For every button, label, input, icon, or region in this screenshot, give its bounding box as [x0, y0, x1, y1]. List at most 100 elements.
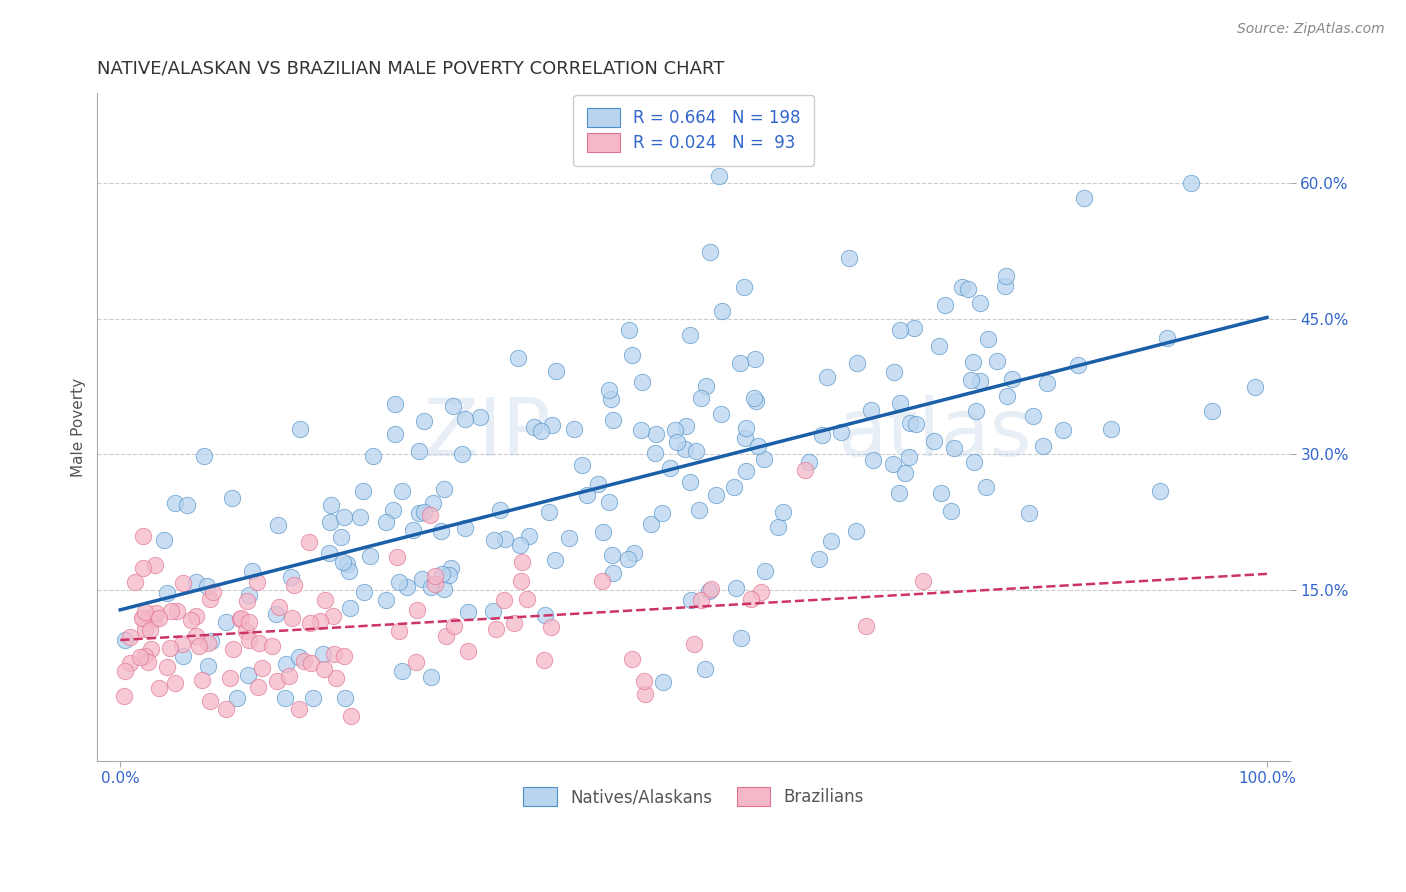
Point	[180, 613, 202, 627]
Point	[114, 633, 136, 648]
Point	[184, 609, 207, 624]
Point	[215, 701, 238, 715]
Point	[391, 483, 413, 498]
Point	[1073, 191, 1095, 205]
Point	[1001, 372, 1024, 386]
Point	[492, 593, 515, 607]
Point	[287, 649, 309, 664]
Point	[264, 607, 287, 622]
Point	[186, 629, 208, 643]
Point	[330, 531, 353, 545]
Point	[337, 564, 360, 578]
Point	[855, 618, 877, 632]
Point	[314, 593, 336, 607]
Point	[1052, 423, 1074, 437]
Point	[633, 673, 655, 688]
Point	[198, 694, 221, 708]
Point	[950, 280, 973, 294]
Point	[540, 620, 562, 634]
Point	[423, 577, 446, 591]
Point	[419, 508, 441, 523]
Point	[744, 351, 766, 366]
Point	[201, 585, 224, 599]
Point	[197, 636, 219, 650]
Point	[231, 611, 253, 625]
Point	[678, 328, 700, 343]
Point	[1022, 409, 1045, 423]
Point	[772, 505, 794, 519]
Point	[321, 498, 343, 512]
Point	[723, 480, 745, 494]
Point	[754, 452, 776, 467]
Point	[602, 413, 624, 427]
Point	[634, 686, 657, 700]
Point	[405, 655, 427, 669]
Point	[740, 591, 762, 606]
Point	[340, 709, 363, 723]
Point	[153, 533, 176, 548]
Point	[411, 572, 433, 586]
Point	[485, 623, 508, 637]
Point	[353, 584, 375, 599]
Point	[811, 428, 834, 442]
Point	[666, 434, 689, 449]
Point	[688, 502, 710, 516]
Point	[681, 593, 703, 607]
Point	[229, 612, 252, 626]
Point	[238, 615, 260, 630]
Point	[267, 600, 290, 615]
Point	[960, 373, 983, 387]
Point	[235, 624, 257, 638]
Point	[685, 443, 707, 458]
Point	[302, 690, 325, 705]
Point	[488, 502, 510, 516]
Point	[221, 642, 243, 657]
Point	[312, 662, 335, 676]
Point	[658, 461, 681, 475]
Point	[193, 449, 215, 463]
Point	[336, 557, 359, 571]
Point	[494, 533, 516, 547]
Point	[439, 561, 461, 575]
Point	[325, 671, 347, 685]
Point	[375, 515, 398, 529]
Point	[939, 504, 962, 518]
Point	[576, 488, 599, 502]
Point	[546, 364, 568, 378]
Point	[963, 455, 986, 469]
Point	[319, 515, 342, 529]
Point	[1156, 331, 1178, 345]
Point	[586, 477, 609, 491]
Point	[928, 338, 950, 352]
Point	[904, 417, 927, 431]
Point	[640, 516, 662, 531]
Point	[1149, 483, 1171, 498]
Point	[172, 637, 194, 651]
Point	[482, 533, 505, 548]
Point	[509, 538, 531, 552]
Point	[236, 593, 259, 607]
Point	[838, 251, 860, 265]
Point	[734, 421, 756, 435]
Point	[240, 565, 263, 579]
Point	[730, 631, 752, 645]
Point	[623, 546, 645, 560]
Point	[131, 611, 153, 625]
Point	[977, 332, 1000, 346]
Point	[159, 640, 181, 655]
Point	[820, 534, 842, 549]
Point	[675, 419, 697, 434]
Point	[894, 466, 917, 480]
Point	[290, 422, 312, 436]
Point	[156, 586, 179, 600]
Point	[221, 491, 243, 506]
Point	[695, 379, 717, 393]
Point	[673, 442, 696, 457]
Point	[962, 355, 984, 369]
Point	[845, 524, 868, 539]
Point	[534, 608, 557, 623]
Point	[382, 502, 405, 516]
Point	[468, 409, 491, 424]
Point	[934, 297, 956, 311]
Point	[943, 441, 966, 455]
